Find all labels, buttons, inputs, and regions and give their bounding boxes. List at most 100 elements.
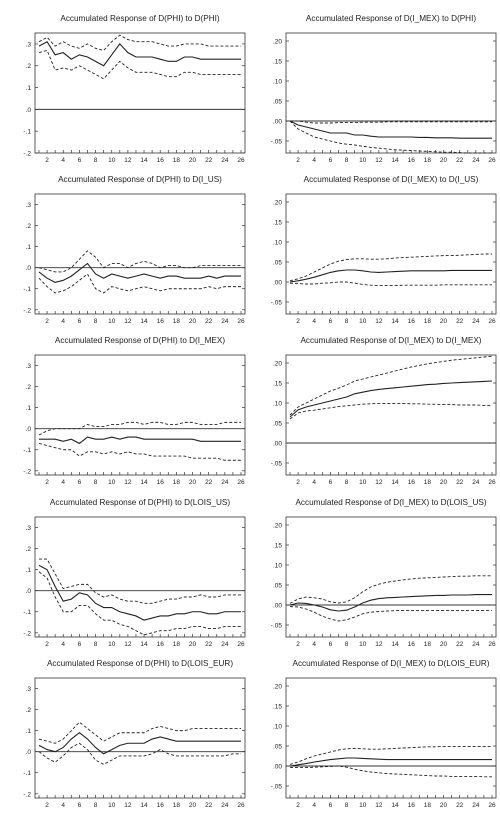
y-tick-label: .00 <box>273 280 282 287</box>
confidence-band-line <box>290 120 492 124</box>
y-tick-label: -.05 <box>271 461 283 468</box>
x-tick-label: 12 <box>375 802 383 809</box>
plot-frame <box>34 193 246 315</box>
y-tick-label: .05 <box>273 583 282 590</box>
x-tick-label: 10 <box>359 318 367 325</box>
y-tick-label: .20 <box>273 523 282 530</box>
x-tick-label: 26 <box>488 318 496 325</box>
x-tick-label: 6 <box>329 802 333 809</box>
x-tick-label: 6 <box>78 157 82 164</box>
confidence-band-line <box>38 721 241 744</box>
y-tick-label: -.05 <box>271 300 283 307</box>
plot-frame <box>285 516 497 638</box>
x-tick-label: 26 <box>488 157 496 164</box>
x-tick-label: 14 <box>140 157 148 164</box>
x-tick-label: 16 <box>157 157 165 164</box>
x-tick-label: 10 <box>108 157 116 164</box>
y-tick-label: .10 <box>273 240 282 247</box>
response-line <box>289 757 492 767</box>
y-tick-label: .10 <box>273 724 282 731</box>
x-tick-label: 24 <box>472 318 480 325</box>
y-tick-label: .0 <box>26 426 32 433</box>
confidence-band-line <box>289 606 492 622</box>
confidence-band-line <box>290 765 492 778</box>
y-tick-label: .2 <box>26 384 32 391</box>
confidence-band-line <box>289 120 492 154</box>
x-tick-label: 2 <box>296 157 300 164</box>
y-tick-label: -.1 <box>23 129 31 136</box>
y-tick-label: .3 <box>26 686 32 693</box>
chart-panel: Accumulated Response of D(I_MEX) to D(PH… <box>271 14 497 164</box>
y-tick-label: .15 <box>273 704 282 711</box>
x-tick-label: 18 <box>424 157 432 164</box>
x-tick-label: 18 <box>424 479 432 486</box>
y-tick-label: -.2 <box>23 630 31 637</box>
y-tick-label: .15 <box>273 59 282 66</box>
x-tick-label: 14 <box>140 318 148 325</box>
x-tick-label: 20 <box>440 157 448 164</box>
y-tick-label: -.1 <box>23 770 31 777</box>
x-tick-label: 14 <box>391 479 399 486</box>
x-tick-label: 4 <box>312 479 316 486</box>
x-tick-label: 2 <box>45 318 49 325</box>
y-tick-label: .1 <box>26 244 32 251</box>
x-tick-label: 16 <box>157 479 165 486</box>
x-tick-label: 22 <box>205 641 213 648</box>
x-tick-label: 8 <box>94 318 98 325</box>
x-tick-label: 16 <box>408 802 416 809</box>
chart-title: Accumulated Response of D(I_MEX) to D(I_… <box>304 175 479 184</box>
x-tick-label: 8 <box>345 157 349 164</box>
plot-frame <box>285 677 497 799</box>
y-tick-label: -.05 <box>271 139 283 146</box>
y-tick-label: .2 <box>26 707 32 714</box>
x-tick-label: 22 <box>456 641 464 648</box>
response-line <box>39 436 241 445</box>
x-tick-label: 4 <box>61 641 65 648</box>
x-tick-label: 18 <box>173 641 181 648</box>
x-tick-label: 12 <box>124 157 132 164</box>
y-tick-label: .2 <box>26 63 32 70</box>
x-tick-label: 12 <box>124 479 132 486</box>
chart-panel: Accumulated Response of D(PHI) to D(PHI)… <box>23 14 246 164</box>
x-tick-label: 10 <box>359 479 367 486</box>
y-tick-label: .20 <box>273 361 282 368</box>
response-line <box>38 262 241 284</box>
response-line <box>289 594 492 612</box>
confidence-band-line <box>38 442 241 461</box>
x-tick-label: 24 <box>472 479 480 486</box>
x-tick-label: 24 <box>221 318 229 325</box>
chart-panel: Accumulated Response of D(PHI) to D(I_US… <box>23 175 246 325</box>
x-tick-label: 22 <box>205 479 213 486</box>
x-tick-label: 12 <box>375 157 383 164</box>
x-tick-label: 14 <box>140 479 148 486</box>
x-tick-label: 8 <box>94 479 98 486</box>
x-tick-label: 12 <box>124 641 132 648</box>
x-tick-label: 6 <box>78 479 82 486</box>
x-tick-label: 2 <box>45 157 49 164</box>
confidence-band-line <box>289 745 492 765</box>
x-tick-label: 6 <box>78 318 82 325</box>
x-tick-label: 24 <box>221 802 229 809</box>
x-tick-label: 8 <box>345 479 349 486</box>
x-tick-label: 20 <box>189 318 197 325</box>
y-tick-label: .10 <box>273 79 282 86</box>
x-tick-label: 4 <box>312 641 316 648</box>
x-tick-label: 2 <box>45 802 49 809</box>
confidence-band-line <box>38 34 241 51</box>
x-tick-label: 14 <box>140 641 148 648</box>
x-tick-label: 6 <box>329 318 333 325</box>
x-tick-label: 16 <box>408 479 416 486</box>
chart-panel: Accumulated Response of D(PHI) to D(LOIS… <box>23 659 246 809</box>
confidence-band-line <box>289 281 492 287</box>
x-tick-label: 2 <box>296 479 300 486</box>
y-tick-label: .00 <box>273 603 282 610</box>
y-tick-label: .20 <box>273 39 282 46</box>
response-line <box>289 380 493 418</box>
confidence-band-line <box>289 575 492 604</box>
confidence-band-line <box>39 558 241 604</box>
chart-panel: Accumulated Response of D(PHI) to D(LOIS… <box>23 498 246 648</box>
x-tick-label: 24 <box>472 641 480 648</box>
x-tick-label: 26 <box>488 641 496 648</box>
y-tick-label: .10 <box>273 563 282 570</box>
